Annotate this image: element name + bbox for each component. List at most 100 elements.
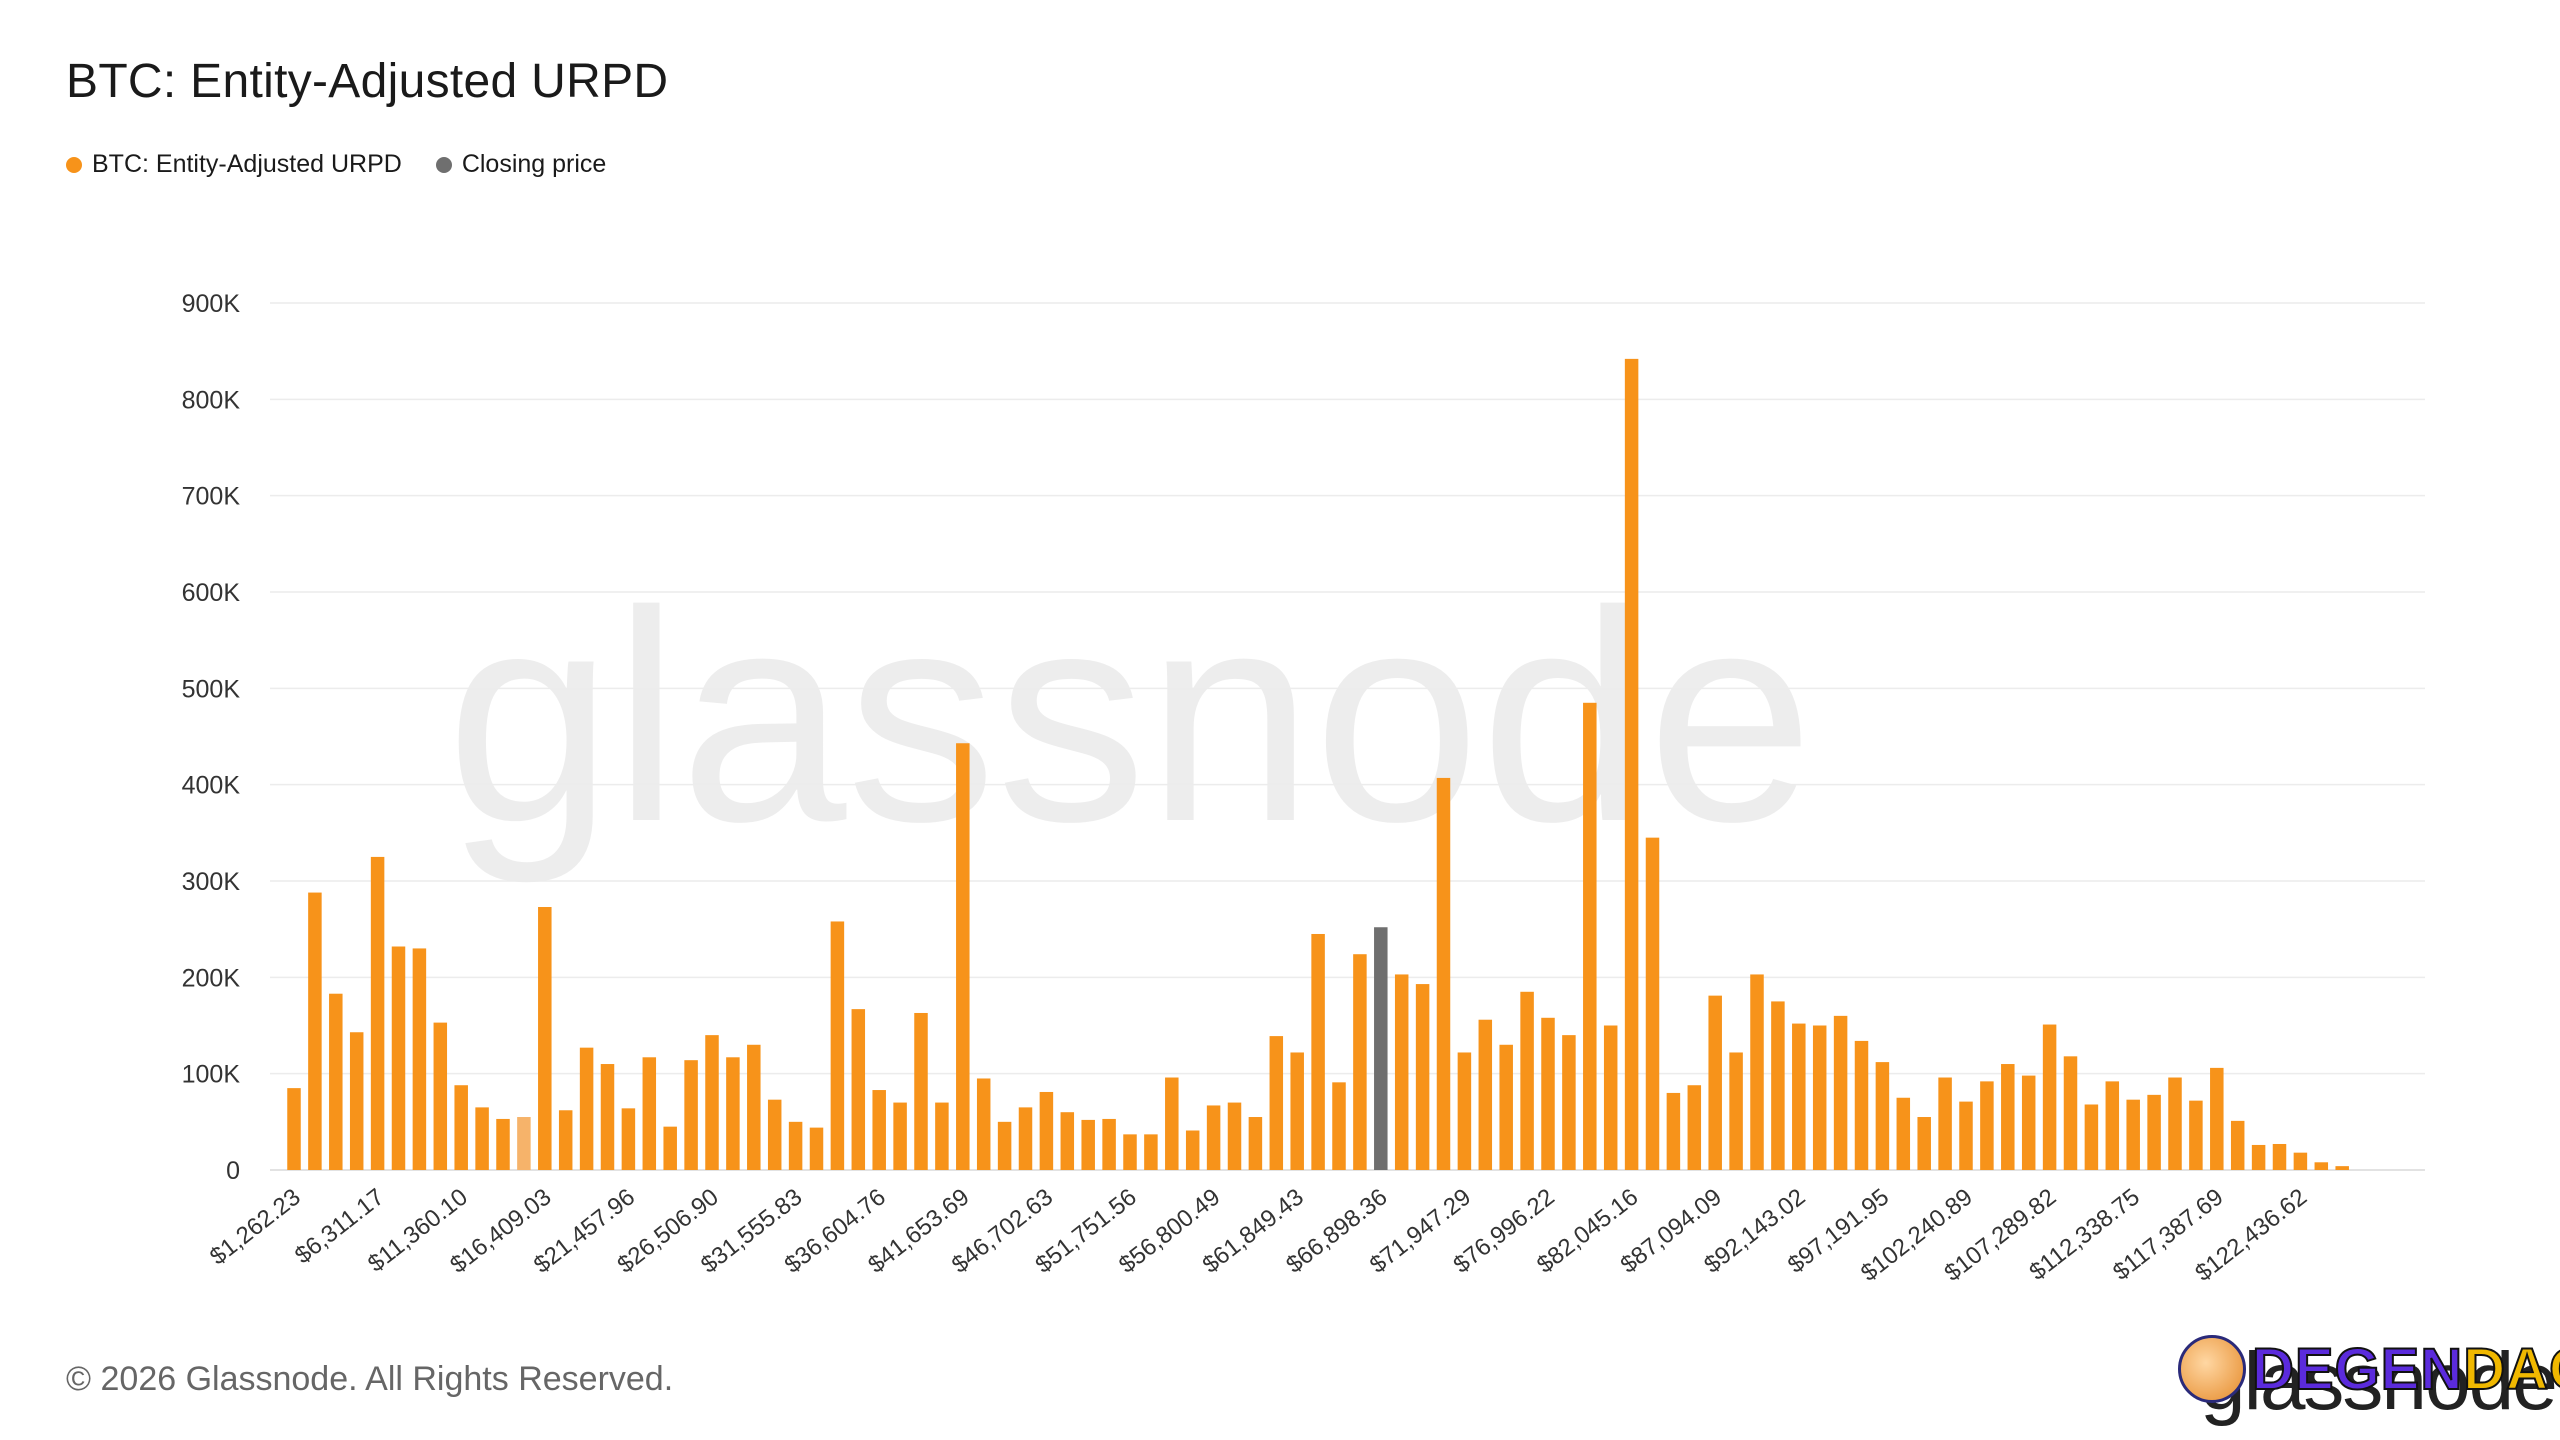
urpd-bar[interactable] [1081,1119,1095,1170]
urpd-bar[interactable] [391,946,406,1170]
urpd-bar[interactable] [1436,777,1451,1170]
urpd-bar[interactable] [997,1121,1012,1170]
closing-price-bar[interactable] [1374,927,1388,1170]
urpd-bar[interactable] [1394,974,1409,1170]
urpd-bar[interactable] [1206,1105,1221,1170]
urpd-bar[interactable] [2001,1064,2015,1170]
urpd-bar[interactable] [1771,1001,1785,1170]
urpd-bar[interactable] [1812,1025,1827,1171]
urpd-bar[interactable] [1980,1081,1994,1170]
urpd-bar[interactable] [454,1085,468,1170]
urpd-bar[interactable] [1415,984,1430,1170]
urpd-bar[interactable] [2230,1120,2245,1170]
urpd-bar[interactable] [1060,1112,1075,1170]
urpd-bar[interactable] [1227,1102,1242,1170]
urpd-bar[interactable] [538,907,552,1170]
urpd-bar[interactable] [2147,1094,2161,1170]
urpd-bar[interactable] [726,1057,740,1170]
urpd-bar[interactable] [1645,837,1660,1170]
urpd-bar[interactable] [2042,1024,2057,1170]
urpd-bar[interactable] [1144,1134,1158,1170]
urpd-bar[interactable] [2210,1067,2224,1170]
urpd-bar[interactable] [600,1064,615,1170]
urpd-bar[interactable] [1541,1017,1555,1170]
urpd-bar[interactable] [2021,1075,2036,1170]
urpd-bar[interactable] [1708,995,1722,1170]
urpd-bar[interactable] [2251,1144,2266,1170]
urpd-bar[interactable] [1917,1117,1931,1170]
legend-item-closing-price[interactable]: Closing price [435,150,606,179]
urpd-bar[interactable] [1792,1023,1806,1170]
urpd-bar[interactable] [1854,1040,1869,1170]
urpd-bar[interactable] [1457,1052,1472,1170]
urpd-bar[interactable] [1896,1097,1911,1170]
urpd-bar[interactable] [976,1078,991,1170]
urpd-bar[interactable] [809,1127,824,1170]
urpd-bar[interactable] [684,1060,698,1170]
urpd-bar[interactable] [1520,991,1534,1170]
urpd-bar[interactable] [370,856,385,1170]
urpd-bar[interactable] [935,1102,949,1170]
urpd-bar[interactable] [2335,1166,2349,1170]
urpd-bar[interactable] [329,993,343,1170]
urpd-bar[interactable] [579,1047,594,1170]
urpd-bar[interactable] [1499,1044,1513,1170]
urpd-bar[interactable] [1959,1101,1973,1170]
urpd-bar[interactable] [1353,954,1367,1170]
urpd-bar[interactable] [788,1121,803,1170]
urpd-bar[interactable] [1687,1085,1702,1170]
urpd-bar[interactable] [1478,1019,1493,1170]
urpd-bar[interactable] [1165,1077,1179,1170]
urpd-bar[interactable] [2189,1100,2203,1170]
urpd-bar[interactable] [1603,1025,1618,1171]
urpd-bar[interactable] [1290,1052,1304,1170]
urpd-bar[interactable] [1875,1062,1890,1170]
urpd-bar[interactable] [1311,933,1325,1170]
urpd-bar[interactable] [1833,1015,1848,1170]
urpd-bar[interactable] [1938,1077,1952,1170]
legend-item-urpd[interactable]: BTC: Entity-Adjusted URPD [66,150,402,179]
urpd-bar[interactable] [412,948,427,1170]
urpd-bar[interactable] [1666,1092,1681,1170]
urpd-bar[interactable] [1750,974,1764,1170]
urpd-bar[interactable] [1185,1130,1200,1170]
urpd-bar[interactable] [308,892,322,1170]
urpd-bar[interactable] [2293,1152,2308,1170]
urpd-bar[interactable] [2084,1104,2099,1170]
urpd-bar[interactable] [2105,1081,2120,1170]
urpd-bar[interactable] [2314,1162,2329,1170]
urpd-bar[interactable] [767,1099,782,1170]
urpd-bar[interactable] [872,1090,886,1170]
urpd-bar[interactable] [1624,358,1639,1171]
urpd-bar[interactable] [2168,1077,2182,1170]
urpd-bar[interactable] [1123,1134,1137,1170]
urpd-bar[interactable] [705,1035,719,1170]
urpd-bar[interactable] [2063,1056,2078,1170]
urpd-bar[interactable] [830,921,845,1170]
urpd-bar[interactable] [1583,702,1597,1170]
urpd-bar[interactable] [349,1032,364,1170]
urpd-bar[interactable] [914,1012,928,1170]
urpd-bar[interactable] [1729,1052,1743,1170]
urpd-bar[interactable] [2272,1143,2287,1170]
urpd-bar[interactable] [433,1022,448,1170]
urpd-bar[interactable] [1562,1035,1576,1170]
urpd-bar[interactable] [1269,1036,1284,1170]
urpd-bar[interactable] [558,1110,573,1170]
urpd-bar[interactable] [851,1009,866,1170]
urpd-bar[interactable] [1332,1082,1346,1170]
urpd-bar[interactable] [1018,1107,1033,1170]
urpd-bar[interactable] [517,1117,531,1170]
urpd-bar[interactable] [1102,1118,1116,1170]
urpd-bar[interactable] [1039,1091,1054,1170]
urpd-bar[interactable] [1248,1117,1263,1170]
urpd-bar[interactable] [475,1107,489,1170]
urpd-bar[interactable] [621,1108,636,1170]
urpd-bar[interactable] [496,1118,510,1170]
urpd-bar[interactable] [642,1057,657,1170]
urpd-bar[interactable] [2126,1099,2140,1170]
urpd-bar[interactable] [956,743,970,1170]
urpd-bar[interactable] [747,1044,761,1170]
urpd-bar[interactable] [663,1126,677,1170]
urpd-bar[interactable] [287,1088,301,1170]
